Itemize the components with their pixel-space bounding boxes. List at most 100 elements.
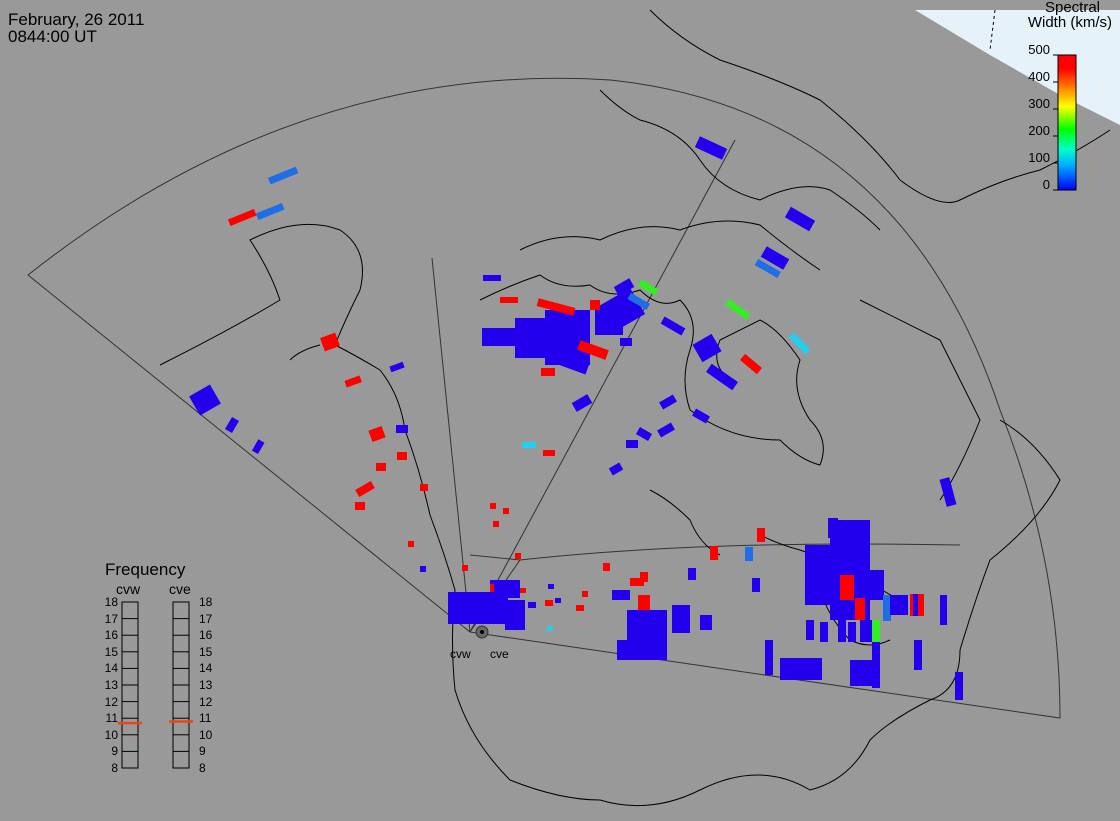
echo-cell <box>640 572 648 582</box>
freq-tick-right: 8 <box>199 761 206 775</box>
echo-cell <box>555 598 561 603</box>
echo-cell <box>627 292 651 310</box>
coastlines <box>159 9 1111 807</box>
echo-cell <box>189 384 221 416</box>
freq-tick-left: 18 <box>104 595 118 609</box>
echo-cell <box>838 620 846 642</box>
freq-tick-left: 17 <box>104 611 118 626</box>
echo-cell <box>740 353 762 375</box>
echo-cell <box>547 626 553 631</box>
echo-cell <box>694 136 728 160</box>
freq-tick-left: 10 <box>104 727 118 742</box>
echo-cell <box>710 546 718 560</box>
radar-station-dot <box>480 630 484 634</box>
echo-cell <box>806 620 814 640</box>
echo-cell <box>765 640 773 675</box>
echo-cell <box>620 338 632 346</box>
freq-tick-left: 12 <box>104 694 118 709</box>
freq-tick-left: 13 <box>104 678 118 692</box>
echo-cell <box>940 595 947 625</box>
echo-cell <box>483 275 501 281</box>
freq-tick-left: 14 <box>104 661 118 676</box>
echo-cell <box>939 477 957 507</box>
echo-cell <box>672 605 690 633</box>
echo-cell <box>700 615 712 630</box>
echo-cell <box>462 565 468 571</box>
echo-cell <box>617 640 667 660</box>
echo-cell <box>522 442 536 448</box>
echo-cell <box>528 602 536 608</box>
echo-cell <box>840 575 854 600</box>
echo-cell <box>659 394 677 410</box>
echo-cell <box>872 620 880 642</box>
echo-cell <box>368 425 386 443</box>
echo-cell <box>355 502 365 510</box>
echo-cell <box>344 375 362 388</box>
echo-cell <box>355 481 375 497</box>
echo-cell <box>692 408 710 424</box>
echo-cell <box>955 672 963 700</box>
freq-tick-right: 13 <box>199 678 213 692</box>
echo-cell <box>505 600 525 630</box>
echo-cell <box>490 580 520 598</box>
echo-cell <box>757 528 765 542</box>
echo-cell <box>225 416 239 434</box>
freq-tick-right: 16 <box>199 628 213 643</box>
echo-cell <box>255 202 285 220</box>
freq-radar-label-cvw: cvw <box>116 581 141 597</box>
echo-cell <box>760 246 790 270</box>
freq-tick-left: 16 <box>104 628 118 643</box>
echo-cell <box>725 299 751 320</box>
time-label: 0844:00 UT <box>8 27 97 46</box>
echo-cell <box>389 361 405 373</box>
echo-cell <box>706 363 738 391</box>
echo-cell <box>626 440 638 448</box>
echo-cell <box>850 660 872 686</box>
echo-cell <box>490 584 494 592</box>
echo-cell <box>883 595 891 621</box>
colorbar-tick: 400 <box>1028 69 1050 84</box>
echo-cell <box>251 439 265 455</box>
echo-cell <box>870 570 884 600</box>
echo-cell <box>914 640 922 670</box>
echo-cell <box>828 518 838 538</box>
freq-tick-left: 15 <box>104 644 118 659</box>
freq-tick-right: 12 <box>199 694 213 709</box>
echo-cell <box>559 355 589 375</box>
freq-tick-right: 11 <box>199 711 212 726</box>
echo-cell <box>227 208 257 226</box>
freq-tick-right: 18 <box>199 595 213 609</box>
echo-cell <box>657 422 675 438</box>
echo-cell <box>860 620 874 642</box>
echo-cell <box>890 595 908 615</box>
station-label-cve: cve <box>490 647 509 661</box>
echo-cell <box>848 622 856 642</box>
echo-cell <box>784 206 816 232</box>
freq-tick-left: 8 <box>111 761 118 775</box>
echo-cell <box>872 642 880 688</box>
colorbar-tick: 500 <box>1028 42 1050 57</box>
echo-cell <box>855 598 865 620</box>
echo-cell <box>692 333 722 363</box>
echo-cell <box>545 310 590 365</box>
freq-tick-right: 9 <box>199 744 206 759</box>
echo-cell <box>576 605 584 611</box>
echo-cell <box>490 503 496 509</box>
echo-cell <box>408 541 414 547</box>
station-label-cvw: cvw <box>450 647 471 661</box>
colorbar-title-line2: Width (km/s) <box>1027 14 1112 31</box>
echo-cell <box>635 427 653 441</box>
terminator-line <box>989 9 996 51</box>
freq-tick-right: 10 <box>199 727 213 742</box>
coverage-fans <box>27 77 1061 719</box>
date-label: February, 26 2011 <box>8 10 145 29</box>
echo-cell <box>913 594 918 616</box>
echo-cell <box>500 297 518 303</box>
echo-cell <box>536 298 576 316</box>
echo-cell <box>420 484 428 491</box>
echo-cell <box>545 600 553 606</box>
echo-cell <box>613 278 635 296</box>
echo-cell <box>630 578 644 586</box>
echo-cell <box>493 521 499 527</box>
